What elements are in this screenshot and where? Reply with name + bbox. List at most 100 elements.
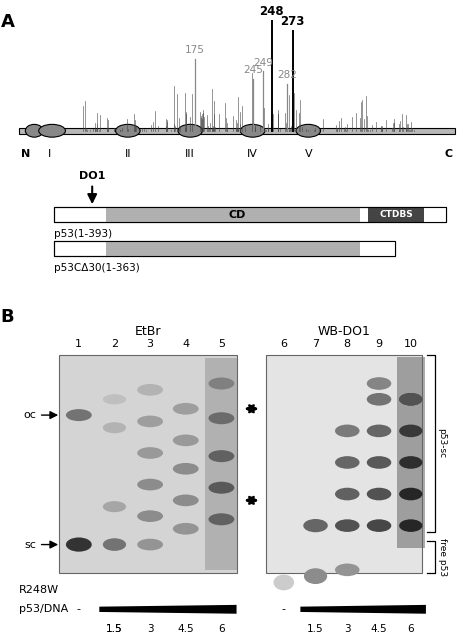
Ellipse shape — [137, 447, 163, 459]
Ellipse shape — [335, 487, 360, 500]
Text: sc: sc — [25, 539, 36, 549]
Bar — [55, 241, 395, 256]
Bar — [106, 241, 359, 256]
Text: 2: 2 — [111, 339, 118, 349]
Text: R248W: R248W — [18, 586, 59, 596]
Bar — [55, 241, 395, 256]
Ellipse shape — [103, 422, 126, 433]
Bar — [424, 207, 447, 222]
Bar — [368, 207, 424, 222]
Text: IV: IV — [247, 149, 258, 159]
Bar — [205, 358, 237, 570]
Ellipse shape — [103, 538, 126, 551]
Text: EtBr: EtBr — [135, 325, 161, 338]
Text: 8: 8 — [344, 339, 351, 349]
Text: 1.5: 1.5 — [106, 624, 123, 633]
Text: 3: 3 — [146, 339, 154, 349]
Bar — [359, 241, 395, 256]
Ellipse shape — [303, 519, 328, 532]
Ellipse shape — [335, 425, 360, 437]
Ellipse shape — [137, 539, 163, 551]
Ellipse shape — [399, 393, 422, 406]
Ellipse shape — [335, 563, 360, 576]
Ellipse shape — [116, 124, 140, 137]
Text: DO1: DO1 — [79, 172, 105, 182]
Text: V: V — [304, 149, 312, 159]
Ellipse shape — [66, 409, 92, 421]
Text: 4.5: 4.5 — [371, 624, 387, 633]
Ellipse shape — [335, 456, 360, 469]
Text: 3: 3 — [147, 624, 154, 633]
Text: 248: 248 — [259, 5, 284, 18]
Ellipse shape — [103, 394, 126, 404]
Text: 9: 9 — [375, 339, 383, 349]
Bar — [266, 355, 422, 573]
Ellipse shape — [399, 487, 422, 500]
Bar — [18, 128, 456, 134]
Text: -: - — [282, 605, 286, 614]
Ellipse shape — [367, 377, 392, 390]
Bar — [55, 207, 447, 222]
Ellipse shape — [399, 393, 422, 406]
Polygon shape — [100, 605, 237, 614]
Bar — [397, 356, 425, 548]
Text: I: I — [48, 149, 52, 159]
Ellipse shape — [296, 124, 320, 137]
Bar — [106, 207, 359, 222]
Ellipse shape — [137, 415, 163, 427]
Ellipse shape — [173, 403, 199, 415]
Ellipse shape — [399, 519, 422, 532]
Text: 5: 5 — [218, 339, 225, 349]
Text: A: A — [1, 13, 15, 30]
Ellipse shape — [173, 434, 199, 446]
Ellipse shape — [367, 519, 392, 532]
Text: p53CΔ30(1-363): p53CΔ30(1-363) — [55, 263, 140, 273]
Text: 282: 282 — [277, 70, 297, 80]
Ellipse shape — [209, 513, 234, 525]
Text: 6: 6 — [408, 624, 414, 633]
Text: 249: 249 — [253, 58, 273, 68]
Ellipse shape — [399, 425, 422, 437]
Ellipse shape — [209, 450, 234, 462]
Bar — [55, 207, 447, 222]
Text: 273: 273 — [281, 15, 305, 28]
Ellipse shape — [367, 487, 392, 500]
Ellipse shape — [173, 463, 199, 475]
Ellipse shape — [103, 501, 126, 512]
Text: III: III — [185, 149, 195, 159]
Text: 7: 7 — [312, 339, 319, 349]
Text: p53/DNA: p53/DNA — [18, 605, 68, 614]
Text: 1.5: 1.5 — [307, 624, 324, 633]
Polygon shape — [301, 605, 426, 614]
Bar — [59, 355, 237, 573]
Ellipse shape — [178, 124, 202, 137]
Ellipse shape — [66, 537, 92, 552]
Text: free p53: free p53 — [438, 538, 447, 576]
Ellipse shape — [367, 393, 392, 406]
Text: B: B — [1, 308, 15, 326]
Text: p53(1-393): p53(1-393) — [55, 229, 112, 239]
Text: p53-sc: p53-sc — [438, 429, 447, 458]
Ellipse shape — [25, 124, 43, 137]
Text: WB-DO1: WB-DO1 — [318, 325, 370, 338]
Text: CD: CD — [228, 210, 246, 220]
Ellipse shape — [335, 519, 360, 532]
Text: 4.5: 4.5 — [177, 624, 194, 633]
Text: oc: oc — [24, 410, 36, 420]
Ellipse shape — [209, 377, 234, 389]
Ellipse shape — [367, 425, 392, 437]
Text: 245: 245 — [244, 65, 264, 75]
Ellipse shape — [173, 494, 199, 506]
Text: 6: 6 — [280, 339, 287, 349]
Ellipse shape — [173, 523, 199, 535]
Text: CTDBS: CTDBS — [379, 210, 413, 219]
Ellipse shape — [39, 124, 65, 137]
Ellipse shape — [137, 479, 163, 491]
Text: -: - — [77, 605, 81, 614]
Text: 4: 4 — [182, 339, 189, 349]
Text: 1: 1 — [75, 339, 82, 349]
Ellipse shape — [304, 568, 327, 584]
Text: 3: 3 — [344, 624, 351, 633]
Text: C: C — [445, 149, 453, 159]
Text: 175: 175 — [185, 45, 205, 55]
